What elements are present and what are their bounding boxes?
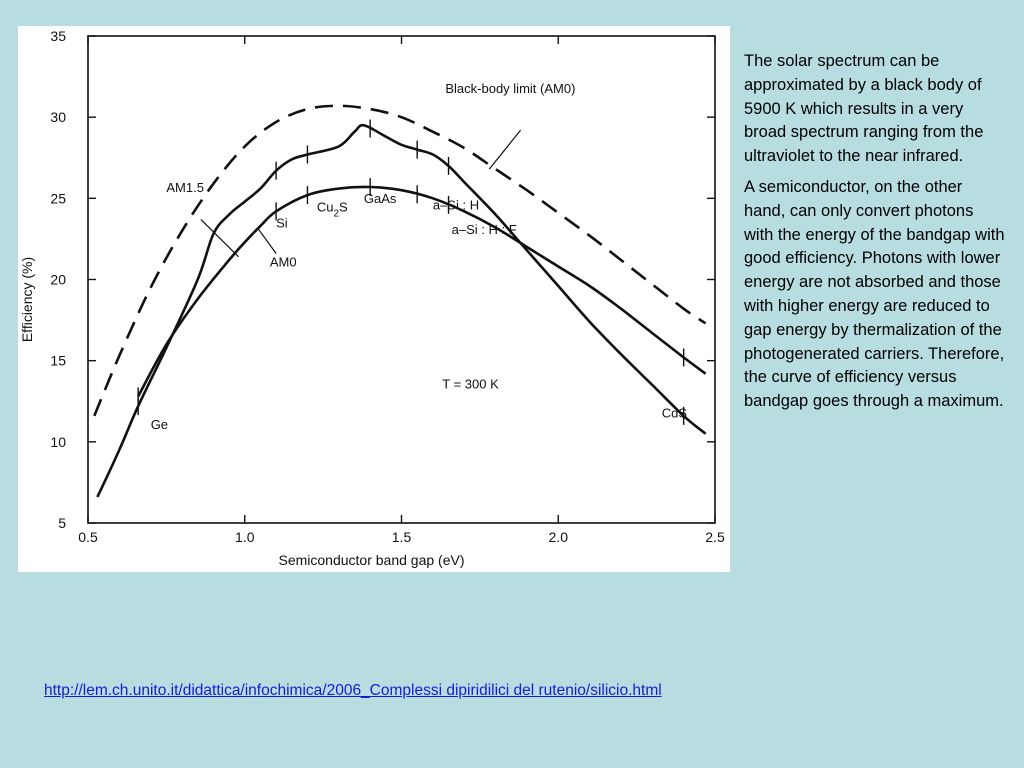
- y-tick-label: 15: [50, 353, 66, 369]
- annotation-leader-line: [488, 129, 522, 170]
- annotation-label: Black-body limit (AM0): [445, 81, 575, 96]
- annotation-label: AM1.5: [166, 180, 204, 195]
- annotation-label: a–Si : H: [433, 198, 479, 213]
- chart-svg: 0.5 1.0 1.5 2.0 2.5 5 10 15 20 25 30 35 Semiconducto…: [19, 28, 725, 568]
- x-tick-label: 2.0: [549, 529, 569, 545]
- paragraph-semiconductor: A semiconductor, on the other hand, can …: [744, 177, 1005, 411]
- annotation-label: Cu2S: [317, 199, 348, 219]
- explanation-text: The solar spectrum can be approximated b…: [744, 50, 1006, 421]
- series-layer: [93, 104, 707, 498]
- series-line-black-body-limit-am0: [93, 104, 707, 417]
- x-axis-title: Semiconductor band gap (eV): [279, 552, 465, 568]
- x-tick-label: 1.0: [235, 529, 255, 545]
- y-tick-label: 25: [50, 190, 66, 206]
- y-tick-label: 30: [50, 109, 66, 125]
- paragraph-solar-spectrum: The solar spectrum can be approximated b…: [744, 52, 984, 166]
- annotation-label: a–Si : H : F: [452, 222, 517, 237]
- x-tick-label: 2.5: [705, 529, 725, 545]
- annotation-label: GaAs: [364, 191, 397, 206]
- x-tick-label: 0.5: [78, 529, 98, 545]
- annotation-label: CdS: [662, 405, 688, 420]
- y-tick-label: 10: [50, 434, 66, 450]
- x-tick-label: 1.5: [392, 529, 412, 545]
- y-tick-label: 5: [58, 515, 66, 531]
- source-link[interactable]: http://lem.ch.unito.it/didattica/infochi…: [44, 682, 662, 699]
- annotation-label: AM0: [270, 255, 297, 270]
- y-tick-label: 35: [50, 28, 66, 44]
- y-axis-title: Efficiency (%): [19, 257, 35, 342]
- axes: 0.5 1.0 1.5 2.0 2.5 5 10 15 20 25 30 35 Semiconducto…: [19, 28, 725, 568]
- annotation-leader-line: [256, 227, 277, 254]
- plot-frame: [87, 35, 716, 524]
- efficiency-chart: 0.5 1.0 1.5 2.0 2.5 5 10 15 20 25 30 35 Semiconducto…: [18, 26, 730, 572]
- annotation-leader-line: [200, 219, 239, 258]
- annotation-label: Ge: [151, 417, 168, 432]
- annotations: Black-body limit (AM0) AM1.5 AM0 T = 300 K G…: [151, 81, 688, 432]
- y-tick-label: 20: [50, 272, 66, 288]
- annotation-label: T = 300 K: [442, 376, 499, 391]
- annotation-label: Si: [276, 216, 288, 231]
- series-line-am0: [137, 185, 707, 398]
- series-line-am1-5: [96, 123, 707, 498]
- material-markers: [137, 119, 685, 425]
